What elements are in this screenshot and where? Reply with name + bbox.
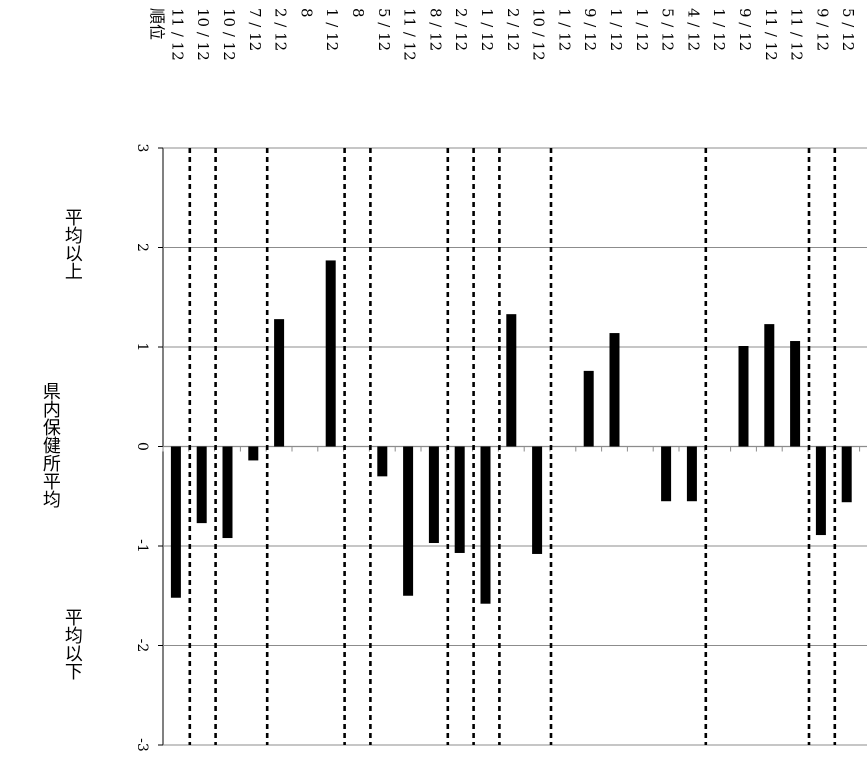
bar [506,314,517,447]
bar [841,446,852,503]
rank-label: 10 / 12 [194,8,212,61]
bar [377,446,388,477]
y-tick-label: -2 [134,639,150,653]
rank-label: 11 / 12 [788,8,806,61]
rank-label: 11 / 12 [168,8,186,61]
rank-label: 11 / 12 [401,8,419,61]
bar [248,446,259,461]
y-tick-label: 2 [134,243,150,252]
label-below-average: 平均以下 [61,608,83,680]
y-tick-label: 1 [134,343,150,352]
bar [428,446,439,544]
bar [480,446,491,604]
label-prefecture-average-line3: 平均 [39,472,61,508]
y-tick-label: 3 [134,144,150,153]
rank-label: 2 / 12 [452,8,470,51]
bar [454,446,465,553]
bar [686,446,697,502]
bar [583,370,594,447]
rank-label: 1 / 12 [633,8,651,51]
y-tick-label: 0 [134,442,150,451]
rank-header: 順位 [148,8,167,40]
rank-label: 1 / 12 [323,8,341,51]
rank-label: 8 [297,8,315,18]
rank-label: 9 / 12 [581,8,599,51]
label-prefecture-average-line1: 県内 [39,382,61,418]
rank-label: 5 / 12 [839,8,857,51]
label-above-average: 平均以上 [61,208,83,280]
rank-label: 4 / 12 [684,8,702,51]
label-prefecture-average: 県内 保健所 平均 [39,382,61,508]
bar [815,446,826,536]
rank-label: 8 / 12 [426,8,444,51]
rank-label: 2 / 12 [272,8,290,51]
bar [222,446,233,539]
y-tick-label: -3 [134,738,150,752]
bar [738,346,749,447]
label-prefecture-average-line2: 保健所 [39,418,61,472]
bar [609,333,620,447]
rank-label: 1 / 12 [607,8,625,51]
rank-label: 1 / 12 [555,8,573,51]
rank-label: 10 / 12 [220,8,238,61]
bar [196,446,207,524]
bar [532,446,543,554]
bar [403,446,414,596]
rank-label: 1 / 12 [710,8,728,51]
rank-label: 11 / 12 [762,8,780,61]
rank-label: 9 / 12 [813,8,831,51]
bar [661,446,672,502]
rank-label: 5 / 12 [375,8,393,51]
bar [325,260,336,447]
bar [764,324,775,447]
rank-label: 2 / 12 [504,8,522,51]
rank-label: 1 / 12 [478,8,496,51]
bar [274,319,285,447]
rank-label: 9 / 12 [736,8,754,51]
bar [790,341,801,447]
rank-label: 10 / 12 [530,8,548,61]
rank-label: 5 / 12 [659,8,677,51]
bar [170,446,181,598]
rank-label: 7 / 12 [246,8,264,51]
y-tick-label: -1 [134,539,150,553]
rank-label: 8 [349,8,367,18]
